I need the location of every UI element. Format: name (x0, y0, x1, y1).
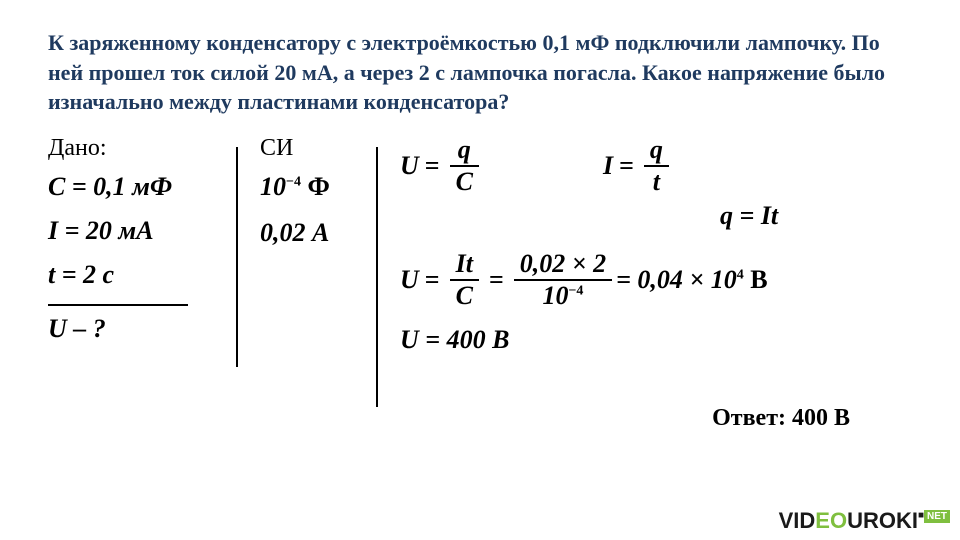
footer-net: NET (924, 510, 950, 523)
given-c: C = 0,1 мФ (48, 172, 228, 202)
calc-rhs: = 0,04 × 104 В (616, 265, 767, 295)
given-rule (48, 304, 188, 306)
given-find: U – ? (48, 314, 228, 344)
answer-text: Ответ: 400 В (712, 405, 850, 432)
frac-q: q (450, 135, 479, 165)
calc-rhs-a: = 0,04 × 10 (616, 265, 737, 294)
calc-den-a: 10 (542, 281, 568, 310)
given-i: I = 20 мА (48, 216, 228, 246)
si-header: СИ (260, 135, 370, 162)
problem-statement: К заряженному конденсатору с электроёмко… (0, 0, 960, 117)
calc-num: 0,02 × 2 (514, 249, 612, 279)
si-column: СИ 10−4 Ф 0,02 А (260, 135, 370, 262)
calc-u: U (400, 265, 419, 295)
footer-a: VID (779, 508, 816, 533)
given-t: t = 2 c (48, 260, 228, 290)
si-c-unit: Ф (301, 172, 330, 201)
calc-den: 10−4 (514, 279, 612, 311)
footer-b: EO (815, 508, 847, 533)
given-column: Дано: C = 0,1 мФ I = 20 мА t = 2 c U – ? (48, 135, 228, 358)
si-c-num: 10 (260, 172, 286, 201)
eq-calc: U = It C = 0,02 × 2 10−4 = 0,04 × 104 В (400, 249, 920, 311)
calc-c: C (450, 279, 479, 311)
calc-rhs-exp: 4 (737, 267, 744, 282)
var-u: U (400, 151, 419, 181)
si-i: 0,02 А (260, 218, 370, 248)
si-c-exp: −4 (286, 174, 301, 189)
divider-2 (376, 147, 378, 407)
given-header: Дано: (48, 135, 228, 162)
frac-c: C (450, 165, 479, 197)
eq-q-it: q = It (720, 201, 920, 231)
var-i: I (603, 151, 613, 181)
divider-1 (236, 147, 238, 367)
frac-t: t (644, 165, 669, 197)
eq-final: U = 400 В (400, 325, 920, 355)
footer-c: UROKI (847, 508, 918, 533)
calc-rhs-unit: В (744, 265, 768, 294)
eq-u-qc: U = q C (400, 135, 483, 197)
calc-it: It (450, 249, 479, 279)
eq-i-qt: I = q t (603, 135, 673, 197)
calc-den-exp: −4 (568, 283, 583, 298)
si-c: 10−4 Ф (260, 172, 370, 202)
footer-logo: VIDEOUROKI■NET (779, 508, 950, 534)
solution-column: U = q C I = q t q = It U = It (400, 135, 920, 369)
frac-q2: q (644, 135, 669, 165)
